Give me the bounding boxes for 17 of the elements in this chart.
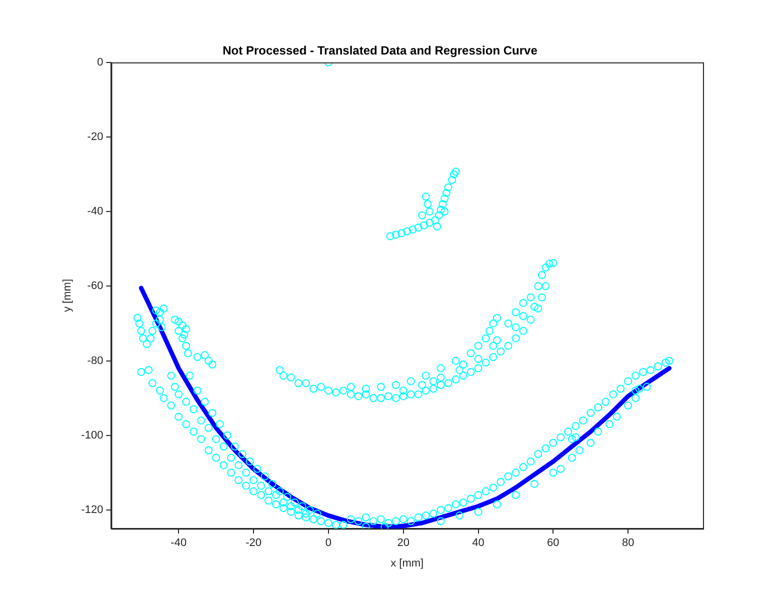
- chart-title: Not Processed - Translated Data and Regression Curve: [222, 44, 538, 58]
- y-tick-label: -80: [87, 354, 104, 367]
- x-tick-label: 0: [325, 537, 332, 550]
- y-tick-label: -100: [81, 429, 104, 442]
- x-tick-label: 80: [622, 537, 634, 550]
- x-tick-label: 40: [472, 537, 484, 550]
- x-tick-label: -40: [170, 537, 187, 550]
- y-tick-label: 0: [97, 56, 104, 68]
- x-tick-label: -20: [246, 537, 262, 550]
- y-tick-label: -20: [87, 131, 104, 144]
- x-axis-title: x [mm]: [390, 557, 424, 570]
- x-tick-label: 60: [547, 537, 560, 550]
- x-tick-label: 20: [397, 537, 410, 550]
- y-axis-title: y [mm]: [62, 279, 74, 312]
- y-tick-label: -60: [87, 280, 104, 292]
- y-tick-label: -40: [87, 206, 104, 218]
- y-tick-label: -120: [81, 504, 104, 516]
